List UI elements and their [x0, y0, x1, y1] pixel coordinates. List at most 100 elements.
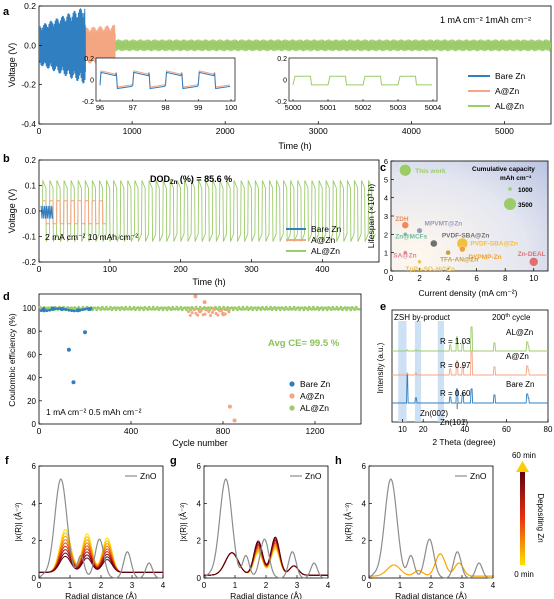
ce-point-al-zn [47, 306, 50, 310]
bubble-label: TFA-AN@Zn [440, 257, 478, 264]
y-tick-label: -0.2 [22, 258, 36, 267]
exafs-curve [203, 542, 328, 576]
ce-point-al-zn [231, 308, 235, 312]
inset-late-trace-al [292, 75, 432, 86]
ce-point-bare-zn [81, 308, 85, 312]
panel-c-background [390, 160, 549, 272]
ce-point-al-zn [277, 306, 281, 310]
ce-point-al-zn [81, 305, 85, 309]
x-tick-label: 10 [529, 274, 538, 283]
ce-point-bare-zn [56, 307, 60, 311]
ce-point-a-zn [210, 311, 214, 315]
panel-letter: g [170, 455, 177, 467]
ce-point-al-zn [114, 308, 118, 312]
ce-point-a-zn [216, 313, 220, 317]
panel-d: d 0 400 800 1200 100 80 60 40 20 0 Avg CE= 99.5 %… [3, 291, 362, 448]
y-tick-label: 6 [384, 157, 388, 166]
ce-point-bare-zn [61, 307, 65, 311]
ce-point-bare-zn [83, 307, 87, 311]
y-tick-label: 4 [32, 499, 37, 508]
ce-point-al-zn [171, 305, 175, 309]
zno-reference-curve [368, 478, 493, 579]
ce-point-a-zn [199, 308, 203, 312]
exafs-curve [203, 536, 328, 576]
panel-e: e R = 1.03 AL@Zn R = 0.97 A@Zn R = 0.60 Bare … [376, 301, 553, 447]
panel-e-xlabel: 2 Theta (degree) [432, 437, 495, 447]
x-tick-label: 40 [460, 425, 469, 434]
inset-early-tick-label: 100 [225, 103, 238, 112]
ce-point-bare-zn [50, 308, 54, 312]
inset-late-tick-label: 5002 [355, 103, 372, 112]
ce-point-a-zn [192, 308, 196, 312]
ce-point-al-zn [136, 306, 140, 309]
ce-point-a-zn [220, 308, 224, 312]
inset-early-ytick-label: 0.2 [84, 56, 94, 63]
ce-point-al-zn [265, 305, 268, 309]
exafs-curve [203, 539, 328, 576]
ce-point-al-zn [324, 306, 328, 310]
ce-point-al-zn [104, 305, 108, 309]
ce-point-a-zn [227, 404, 232, 409]
bubble-label: SA@Zn [393, 253, 416, 260]
x-tick-label: 4 [326, 581, 331, 590]
peak-label-002: Zn(002) [420, 409, 448, 418]
y-axis-label: |x(R)| (Å⁻³) [14, 502, 23, 541]
legend-label: A@Zn [311, 235, 335, 245]
byproduct-band [414, 321, 422, 422]
x-tick-label: 400 [315, 264, 329, 274]
x-tick-label: 2 [417, 274, 422, 283]
ce-point-al-zn [334, 307, 337, 311]
zno-legend-label: ZnO [140, 471, 157, 481]
ce-point-al-zn [138, 308, 141, 312]
panel-frame [203, 465, 329, 579]
x-tick-label: 2000 [216, 126, 235, 136]
zno-reference-curve [38, 478, 163, 579]
bubble-label: MPVMT@Zn [425, 221, 463, 228]
x-tick-label: 400 [124, 426, 138, 436]
x-axis-label: Radial distance (Å) [65, 591, 137, 599]
bubble-point [445, 249, 451, 256]
ce-point-a-zn [223, 312, 227, 316]
ce-point-al-zn [269, 305, 273, 309]
xrd-sample-label: A@Zn [506, 352, 529, 361]
x-tick-label: 8 [503, 274, 508, 283]
ce-point-bare-zn [75, 309, 79, 313]
y-tick-label: 1 [384, 249, 388, 258]
cycle-suffix: cycle [510, 313, 531, 322]
ce-point-al-zn [185, 308, 188, 312]
panels-fgh: f ZnO 0 1 2 3 4 0 2 4 6 Radial distance (Å) |x(R)| (… [5, 451, 545, 599]
y-tick-label: 0.2 [24, 1, 36, 11]
legend-label: A@Zn [300, 391, 324, 401]
bubble-label: TpPa-SO₃H@Zn [406, 266, 455, 273]
y-tick-label: 0 [197, 574, 202, 583]
ce-point-a-zn [203, 312, 207, 316]
ce-point-al-zn [273, 306, 277, 309]
y-tick-label: 20 [27, 397, 36, 406]
bubble-label: ZDH [395, 216, 409, 223]
ce-point-a-zn [232, 418, 237, 423]
ce-point-al-zn [263, 308, 267, 311]
inset-late-ytick-label: 0.2 [277, 56, 287, 63]
ce-point-bare-zn [89, 307, 93, 311]
bubble-point [403, 232, 408, 237]
peak-label-101: Zn(101) [440, 418, 468, 427]
zno-reference-curve [203, 478, 328, 579]
panel-a-ylabel: Voltage (V) [7, 43, 17, 88]
ce-point-al-zn [302, 308, 306, 312]
ce-point-a-zn [187, 310, 190, 314]
x-tick-label: 6 [474, 274, 479, 283]
colorbar-arrow-icon [516, 461, 529, 472]
ce-point-bare-zn [71, 380, 76, 385]
x-tick-label: 20 [419, 425, 428, 434]
ce-point-al-zn [278, 308, 282, 312]
bubble-label: DYPMP-Zn [468, 254, 501, 261]
ce-point-a-zn [207, 310, 211, 314]
bubble-point [430, 239, 438, 248]
panel-a-frame [38, 5, 552, 125]
y-axis-label: |x(R)| (Å⁻³) [179, 502, 188, 541]
x-tick-label: 5000 [495, 126, 514, 136]
bubble-label: This work [415, 168, 446, 175]
y-tick-label: 2 [197, 537, 202, 546]
byproduct-band [437, 321, 444, 422]
ce-point-al-zn [218, 305, 221, 309]
